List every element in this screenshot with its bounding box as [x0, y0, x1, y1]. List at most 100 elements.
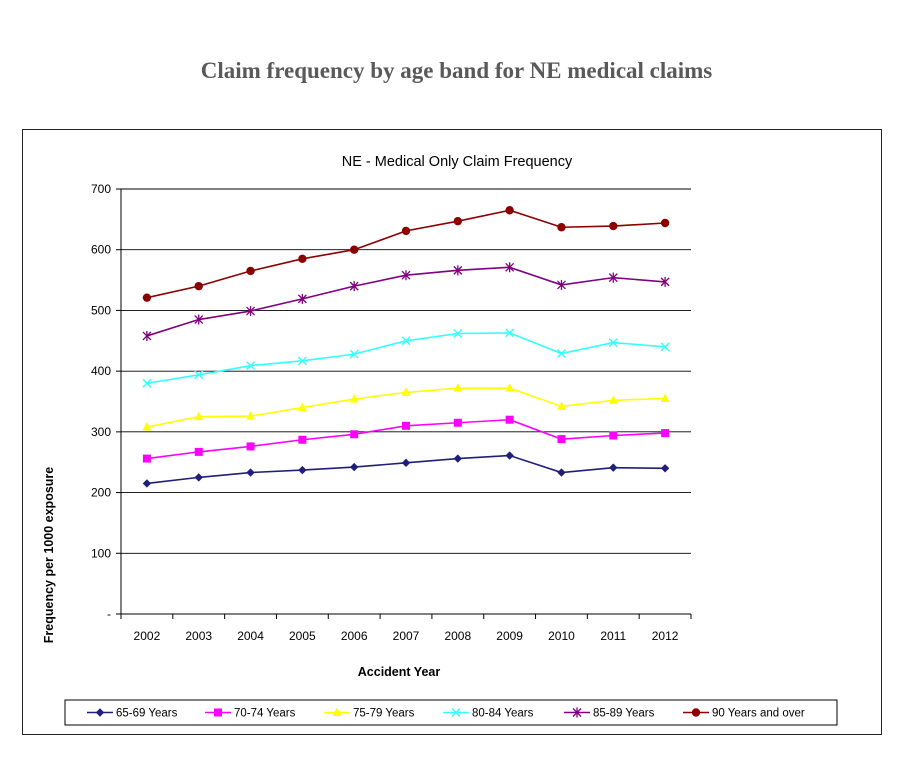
data-point: [246, 306, 256, 317]
data-point: [298, 465, 307, 475]
data-point: [246, 361, 256, 371]
data-point: [557, 435, 566, 444]
data-point: [194, 447, 203, 456]
data-point: [194, 370, 204, 380]
data-point: [349, 394, 359, 403]
y-tick-label: 300: [91, 425, 111, 439]
data-point: [246, 442, 255, 451]
y-tick-label: 200: [91, 486, 111, 500]
data-point: [505, 415, 514, 424]
data-point: [608, 338, 618, 348]
page-title: Claim frequency by age band for NE medic…: [200, 58, 713, 83]
gridlines: [121, 188, 691, 554]
x-tick-label: 2002: [134, 629, 161, 643]
legend-marker: [332, 707, 342, 716]
series-layer: [142, 206, 670, 488]
legend-marker: [95, 708, 105, 717]
series-4: [142, 262, 670, 341]
legend-marker: [214, 708, 222, 717]
x-tick-label: 2003: [185, 629, 212, 643]
legend-marker: [451, 708, 461, 717]
legend-label: 90 Years and over: [712, 708, 805, 720]
legend: 65-69 Years 70-74 Years 75-79 Years 80-84 Y…: [64, 699, 838, 726]
x-tick-label: 2008: [444, 629, 471, 643]
legend-label: 85-89 Years: [593, 708, 655, 720]
y-tick-label: 700: [91, 182, 111, 196]
data-point: [453, 265, 463, 276]
legend-item: 80-84 Years: [443, 708, 534, 720]
data-point: [556, 349, 566, 359]
data-point: [349, 281, 359, 292]
x-tick-label: 2005: [289, 629, 316, 643]
data-point: [194, 314, 204, 325]
x-axis-ticks: 2002 2003 2004 2005 2006 2007 2008 2009 2010 2011…: [120, 614, 692, 643]
data-point: [453, 418, 462, 427]
data-point: [350, 430, 359, 439]
y-tick-label: 500: [91, 303, 111, 317]
legend-label: 80-84 Years: [472, 708, 534, 720]
data-point: [660, 464, 670, 473]
legend-label: 65-69 Years: [116, 708, 178, 720]
data-point: [609, 221, 618, 231]
data-point: [194, 411, 204, 421]
chart-title: NE - Medical Only Claim Frequency: [342, 154, 573, 170]
data-point: [505, 262, 515, 273]
legend-marker: [691, 708, 701, 717]
data-point: [505, 383, 515, 392]
legend-marker: [572, 707, 582, 718]
data-point: [298, 254, 307, 264]
data-point: [556, 279, 566, 290]
data-point: [401, 387, 411, 396]
legend-item: 70-74 Years: [205, 708, 296, 720]
data-point: [660, 218, 670, 228]
data-point: [505, 451, 514, 460]
legend-item: 65-69 Years: [87, 708, 178, 720]
data-point: [142, 378, 152, 388]
data-point: [142, 454, 151, 463]
data-point: [401, 270, 411, 281]
series-3: [142, 328, 670, 388]
legend-item: 85-89 Years: [564, 707, 655, 720]
data-point: [453, 216, 463, 226]
data-point: [297, 293, 307, 304]
legend-item: 90 Years and over: [683, 708, 805, 720]
data-point: [660, 393, 670, 402]
data-point: [246, 266, 255, 276]
data-point: [660, 276, 670, 287]
series-line: [146, 209, 666, 299]
data-point: [505, 328, 515, 338]
data-point: [349, 462, 359, 472]
data-point: [453, 454, 463, 463]
data-point: [142, 479, 152, 488]
data-point: [401, 336, 411, 346]
y-tick-label: 400: [91, 364, 111, 378]
y-axis-label: Frequency per 1000 exposure: [42, 467, 56, 644]
series-0: [142, 451, 670, 488]
data-point: [297, 402, 307, 412]
y-tick-label: 100: [91, 546, 111, 560]
data-point: [142, 293, 152, 302]
data-point: [246, 468, 255, 477]
x-tick-label: 2012: [652, 629, 679, 643]
data-point: [453, 383, 463, 392]
x-tick-label: 2010: [548, 629, 575, 643]
data-point: [246, 411, 256, 420]
x-axis-label: Accident Year: [358, 665, 441, 679]
y-axis-ticks: - 100 200 300 400 500 600 700: [91, 182, 121, 621]
data-point: [142, 422, 152, 431]
data-point: [608, 272, 618, 283]
data-point: [194, 473, 203, 482]
data-point: [505, 206, 514, 215]
data-point: [401, 226, 411, 236]
data-point: [609, 431, 618, 440]
x-tick-label: 2004: [237, 629, 264, 643]
data-point: [660, 342, 670, 352]
y-tick-label: 600: [91, 243, 111, 257]
x-tick-label: 2007: [393, 629, 420, 643]
axes: [120, 189, 691, 615]
data-point: [556, 401, 566, 410]
series-2: [142, 383, 670, 431]
data-point: [142, 330, 152, 341]
data-point: [609, 463, 618, 472]
data-point: [608, 395, 618, 404]
